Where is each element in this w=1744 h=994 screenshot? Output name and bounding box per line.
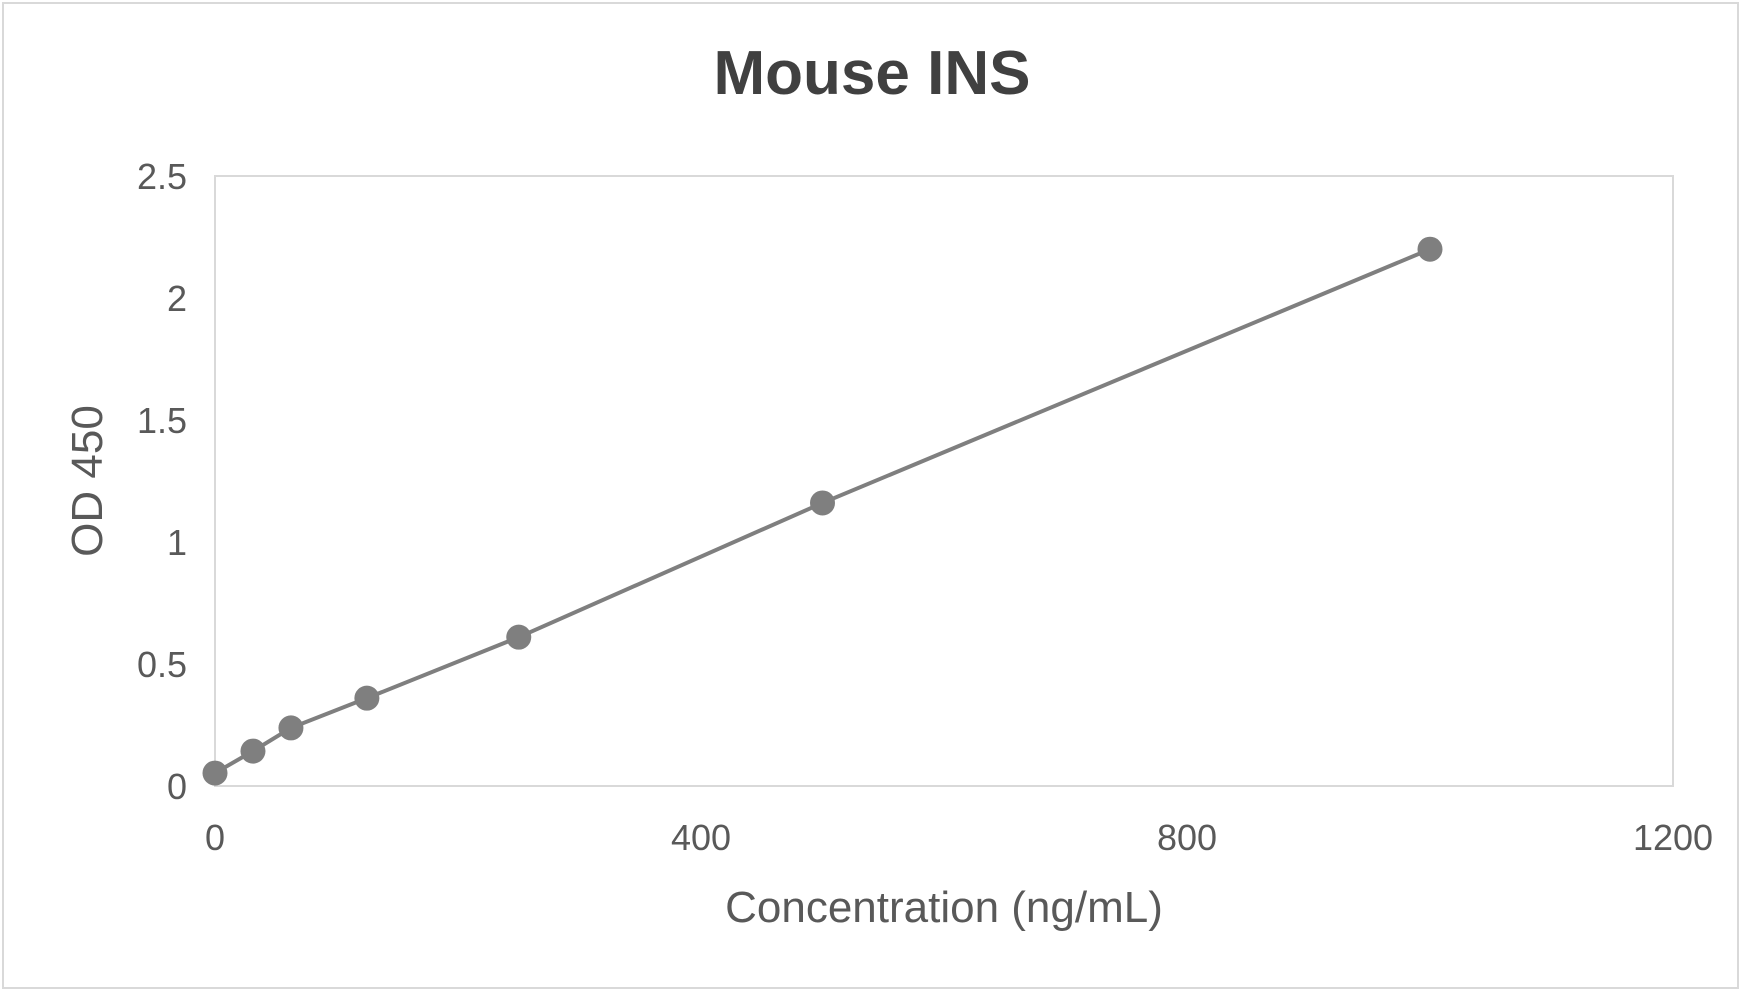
- x-axis-title: Concentration (ng/mL): [725, 883, 1163, 932]
- chart-title: Mouse INS: [713, 39, 1031, 108]
- y-tick-label: 2.5: [137, 156, 187, 197]
- data-point: [278, 715, 304, 741]
- x-tick-label: 800: [1157, 817, 1217, 858]
- y-tick-label: 2: [167, 278, 187, 319]
- data-series: [202, 236, 1443, 786]
- data-point: [506, 624, 532, 650]
- y-tick-label: 0: [167, 766, 187, 807]
- data-point: [202, 760, 228, 786]
- x-tick-label: 400: [671, 817, 731, 858]
- plot-area: [214, 175, 1674, 787]
- x-tick-label: 1200: [1633, 817, 1713, 858]
- data-point: [354, 685, 380, 711]
- y-tick-label: 1.5: [137, 400, 187, 441]
- data-point: [240, 738, 266, 764]
- x-axis-tick-labels: 0 400 800 1200: [205, 817, 1713, 858]
- data-point: [1417, 236, 1443, 262]
- y-axis-title: OD 450: [63, 405, 112, 557]
- x-tick-label: 0: [205, 817, 225, 858]
- y-tick-label: 1: [167, 522, 187, 563]
- y-axis-tick-labels: 0 0.5 1 1.5 2 2.5: [137, 156, 187, 807]
- data-point: [810, 490, 835, 516]
- y-tick-label: 0.5: [137, 644, 187, 685]
